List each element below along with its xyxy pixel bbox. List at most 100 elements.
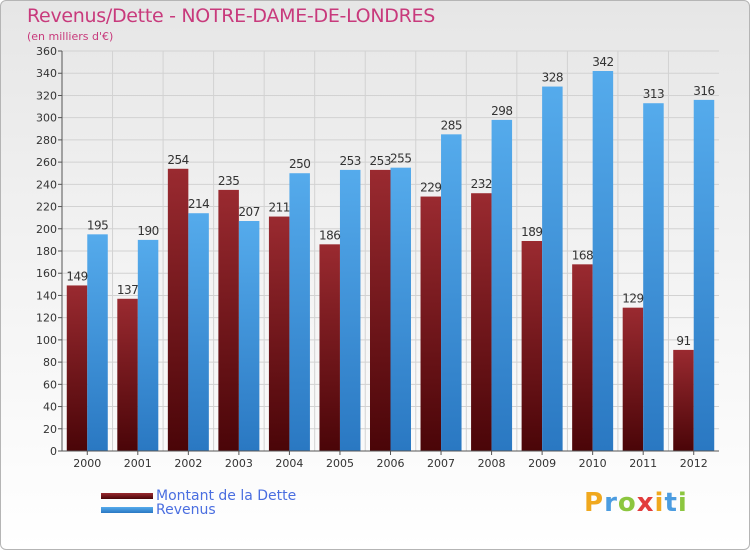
- x-tick-label: 2001: [124, 457, 152, 470]
- y-tick-label: 260: [36, 156, 57, 169]
- bar-revenus: [87, 234, 108, 451]
- logo-letter: i: [654, 488, 665, 518]
- y-tick-label: 340: [36, 67, 57, 80]
- logo-letter: o: [617, 488, 637, 518]
- y-tick-label: 240: [36, 178, 57, 191]
- data-label-revenus: 253: [340, 154, 361, 168]
- y-tick-label: 0: [50, 445, 57, 458]
- y-tick-label: 180: [36, 245, 57, 258]
- bar-revenus: [592, 71, 614, 451]
- logo-letter: t: [664, 488, 678, 518]
- x-tick-label: 2012: [680, 457, 708, 470]
- legend-swatch-revenus: [101, 507, 153, 513]
- y-tick-label: 200: [36, 223, 57, 236]
- x-tick-label: 2002: [174, 457, 202, 470]
- data-label-revenus: 190: [137, 224, 158, 238]
- bar-dette: [521, 241, 543, 451]
- x-tick-label: 2006: [377, 457, 405, 470]
- data-label-revenus: 342: [592, 55, 613, 69]
- data-label-dette: 137: [117, 283, 138, 297]
- legend-swatch-dette: [101, 493, 153, 499]
- data-label-dette: 254: [167, 153, 188, 167]
- bar-revenus: [289, 173, 310, 451]
- data-label-dette: 211: [268, 201, 289, 215]
- logo-letter: P: [584, 488, 605, 518]
- y-tick-label: 220: [36, 201, 57, 214]
- bar-dette: [622, 307, 644, 451]
- data-label-dette: 253: [370, 154, 391, 168]
- bar-revenus: [441, 134, 462, 452]
- y-tick-label: 80: [43, 356, 57, 369]
- x-tick-label: 2011: [629, 457, 657, 470]
- logo-letter: r: [604, 488, 618, 518]
- bar-dette: [370, 169, 391, 451]
- x-tick-label: 2005: [326, 457, 354, 470]
- legend-label-dette: Montant de la Dette: [156, 488, 297, 504]
- data-label-revenus: 255: [390, 152, 411, 166]
- data-label-revenus: 328: [542, 71, 563, 85]
- y-tick-label: 60: [43, 378, 57, 391]
- x-tick-label: 2010: [579, 457, 607, 470]
- logo-letter: x: [636, 488, 655, 518]
- data-label-revenus: 285: [441, 118, 462, 132]
- data-label-dette: 232: [471, 177, 492, 191]
- axes: [61, 51, 719, 452]
- bar-revenus: [491, 119, 513, 451]
- y-tick-label: 160: [36, 267, 57, 280]
- bar-dette: [66, 285, 88, 451]
- bar-revenus: [542, 86, 563, 452]
- y-tick-label: 320: [36, 89, 57, 102]
- bar-dette: [268, 216, 290, 451]
- data-label-dette: 129: [622, 292, 643, 306]
- bar-dette: [319, 244, 340, 451]
- data-label-dette: 186: [319, 228, 340, 242]
- y-tick-label: 140: [36, 289, 57, 302]
- x-tick-label: 2003: [225, 457, 253, 470]
- bar-revenus: [137, 239, 159, 451]
- legend-item-revenus: Revenus: [101, 502, 216, 518]
- data-label-dette: 229: [420, 181, 441, 195]
- x-tick-label: 2007: [427, 457, 455, 470]
- data-label-revenus: 195: [87, 218, 108, 232]
- bar-dette: [673, 349, 694, 451]
- bar-dette: [218, 189, 239, 451]
- proxiti-logo: Proxiti: [584, 488, 688, 518]
- bar-revenus: [188, 213, 209, 451]
- y-tick-label: 360: [36, 45, 57, 58]
- data-label-revenus: 298: [491, 104, 512, 118]
- data-label-dette: 168: [572, 248, 593, 262]
- y-tick-label: 40: [43, 401, 57, 414]
- bar-revenus: [693, 99, 715, 451]
- bars: [66, 71, 715, 452]
- y-tick-label: 300: [36, 112, 57, 125]
- data-label-revenus: 316: [693, 84, 714, 98]
- chart-title: Revenus/Dette - NOTRE-DAME-DE-LONDRES: [27, 5, 435, 27]
- bar-dette: [572, 264, 593, 451]
- data-label-dette: 189: [521, 225, 542, 239]
- bar-revenus: [238, 221, 260, 451]
- data-label-dette: 91: [676, 334, 690, 348]
- legend-item-dette: Montant de la Dette: [101, 488, 296, 504]
- logo-letter: i: [677, 488, 688, 518]
- bar-revenus: [339, 169, 361, 451]
- bar-dette: [420, 196, 442, 451]
- chart-subtitle: (en milliers d'€): [27, 30, 114, 43]
- x-tick-label: 2004: [275, 457, 303, 470]
- x-tick-label: 2000: [73, 457, 101, 470]
- y-tick-label: 120: [36, 312, 57, 325]
- data-label-revenus: 313: [643, 87, 664, 101]
- bar-revenus: [390, 167, 411, 451]
- data-label-revenus: 214: [188, 197, 209, 211]
- y-tick-label: 100: [36, 334, 57, 347]
- bar-dette: [117, 298, 138, 451]
- legend-label-revenus: Revenus: [156, 502, 216, 518]
- bar-dette: [471, 193, 492, 451]
- y-axis-ticks: 0 20 40 60 80 100 120 140 160 180 200 220 240 260 280 3…: [36, 45, 62, 458]
- x-axis-ticks: 2000 2001 2002 2003 2004 2005 2006 2007 2008 2009…: [73, 451, 708, 470]
- data-label-dette: 235: [218, 174, 239, 188]
- y-tick-label: 280: [36, 134, 57, 147]
- data-label-revenus: 207: [238, 205, 259, 219]
- x-tick-label: 2009: [528, 457, 556, 470]
